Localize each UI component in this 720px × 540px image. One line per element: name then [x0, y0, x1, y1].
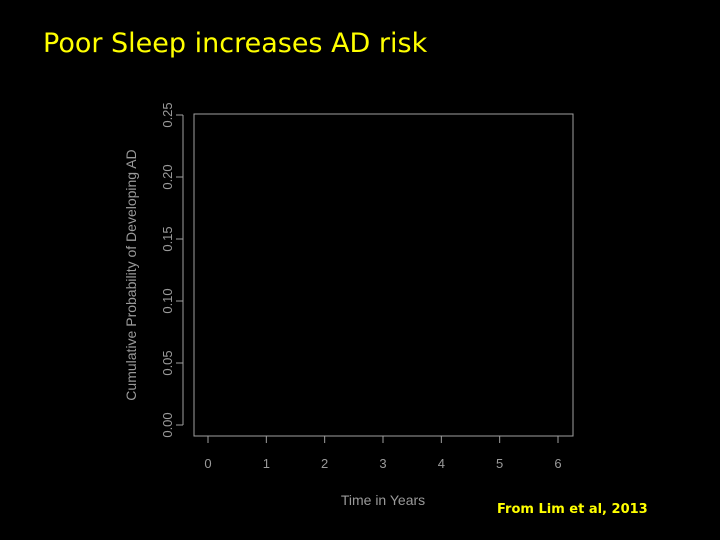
x-axis: 0 1 2 3 4 5 6: [204, 435, 562, 471]
y-tick-label: 0.15: [160, 226, 175, 251]
x-tick-label: 1: [263, 456, 270, 471]
y-tick-label: 0.20: [160, 164, 175, 189]
y-tick-label: 0.10: [160, 288, 175, 313]
x-tick-label: 6: [554, 456, 561, 471]
y-axis-label: Cumulative Probability of Developing AD: [123, 149, 139, 400]
slide-title: Poor Sleep increases AD risk: [43, 28, 428, 59]
y-tick-label: 0.05: [160, 350, 175, 375]
y-tick-label: 0.00: [160, 412, 175, 437]
citation: From Lim et al, 2013: [497, 502, 648, 517]
y-axis: 0.00 0.05 0.10 0.15 0.20 0.25: [160, 102, 184, 438]
x-tick-label: 3: [379, 456, 386, 471]
x-tick-label: 2: [321, 456, 328, 471]
plot-frame: [193, 113, 574, 437]
x-tick-label: 5: [496, 456, 503, 471]
y-tick-label: 0.25: [160, 102, 175, 127]
x-tick-label: 4: [438, 456, 445, 471]
x-axis-label: Time in Years: [341, 492, 425, 508]
x-tick-label: 0: [204, 456, 211, 471]
